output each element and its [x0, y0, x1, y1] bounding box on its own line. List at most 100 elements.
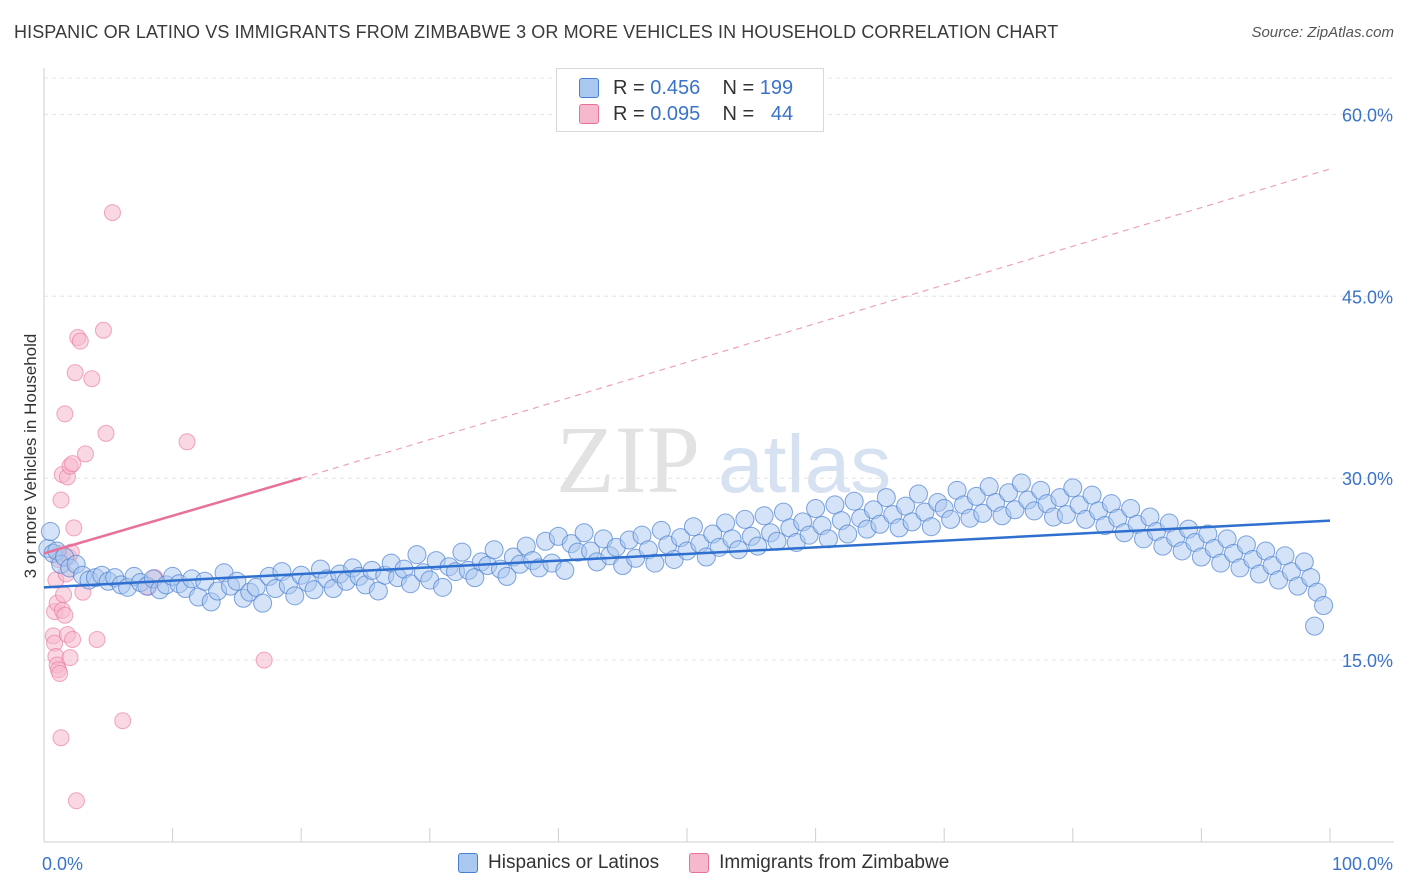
data-point-hispanic	[40, 522, 60, 542]
data-point-hispanic	[799, 525, 819, 545]
x-tick-label-min: 0.0%	[42, 854, 83, 874]
data-point-hispanic	[908, 484, 928, 504]
data-point-zimbabwe	[51, 664, 69, 682]
legend: R = 0.456 N = 199 R = 0.095 N = 44	[556, 68, 824, 132]
data-point-zimbabwe	[61, 649, 79, 667]
trend-lines	[43, 168, 1331, 589]
y-tick-label: 15.0%	[1342, 651, 1393, 671]
data-point-hispanic	[1005, 500, 1025, 520]
bottom-legend: Hispanics or Latinos Immigrants from Zim…	[458, 852, 979, 874]
data-point-zimbabwe	[52, 491, 70, 509]
x-tick-labels: 0.0% 100.0%	[42, 854, 1393, 874]
y-tick-label: 60.0%	[1342, 105, 1393, 125]
bottom-swatch-blue	[458, 853, 478, 873]
data-point-hispanic	[497, 566, 517, 586]
data-point-hispanic	[1211, 553, 1231, 573]
bottom-swatch-pink	[689, 853, 710, 873]
legend-r-value: 0.456	[650, 76, 701, 99]
data-point-hispanic	[870, 514, 890, 534]
data-point-hispanic	[748, 536, 768, 556]
data-point-hispanic	[574, 523, 594, 543]
data-point-zimbabwe	[64, 455, 82, 473]
data-point-zimbabwe	[255, 651, 273, 669]
data-point-hispanic	[767, 531, 787, 551]
data-point-zimbabwe	[52, 729, 70, 747]
data-point-hispanic	[433, 577, 453, 597]
data-point-zimbabwe	[55, 586, 73, 604]
data-point-hispanic	[1056, 505, 1076, 525]
legend-n-label: N =	[722, 76, 755, 99]
data-point-hispanic	[484, 540, 504, 560]
data-point-hispanic	[1314, 596, 1334, 616]
legend-row-hispanic: R = 0.456 N = 199	[579, 76, 793, 100]
data-point-hispanic	[555, 560, 575, 580]
trend-line-zimbabwe	[43, 476, 302, 555]
data-point-hispanic	[754, 506, 774, 526]
data-point-hispanic	[876, 488, 896, 508]
data-point-hispanic	[195, 571, 215, 591]
gridlines	[44, 77, 1394, 661]
data-point-zimbabwe	[114, 712, 132, 730]
bottom-legend-zimbabwe: Immigrants from Zimbabwe	[689, 852, 949, 874]
legend-row-zimbabwe: R = 0.095 N = 44	[579, 102, 793, 126]
y-axis-label: 3 or more Vehicles in Household	[21, 334, 40, 579]
bottom-legend-label: Hispanics or Latinos	[488, 852, 660, 873]
data-point-hispanic	[645, 553, 665, 573]
source-label: Source: ZipAtlas.com	[1251, 24, 1394, 41]
legend-n-value: 44	[770, 102, 794, 125]
legend-n-label: N =	[722, 102, 755, 125]
data-point-hispanic	[999, 483, 1018, 503]
data-point-hispanic	[973, 503, 993, 523]
bottom-legend-label: Immigrants from Zimbabwe	[719, 852, 950, 873]
y-tick-labels: 15.0% 30.0% 45.0% 60.0%	[1342, 105, 1393, 671]
data-point-hispanic	[1305, 616, 1325, 636]
trend-line-hispanic	[43, 519, 1331, 589]
data-point-zimbabwe	[56, 405, 74, 423]
data-point-zimbabwe	[56, 606, 74, 624]
data-point-hispanic	[735, 509, 755, 529]
trend-line-zimbabwe-extension	[301, 168, 1331, 479]
data-point-hispanic	[902, 512, 922, 532]
data-point-zimbabwe	[64, 630, 82, 648]
data-point-hispanic	[941, 509, 961, 529]
y-tick-label: 30.0%	[1342, 469, 1393, 489]
bottom-legend-hispanic: Hispanics or Latinos	[458, 852, 659, 874]
legend-r-label: R =	[613, 76, 645, 99]
data-point-hispanic	[1063, 478, 1083, 498]
data-point-hispanic	[806, 499, 826, 519]
data-point-zimbabwe	[83, 370, 101, 388]
data-point-hispanic	[1050, 488, 1070, 508]
data-point-hispanic	[683, 517, 703, 537]
legend-r-label: R =	[613, 102, 645, 125]
data-point-zimbabwe	[94, 321, 112, 339]
data-point-zimbabwe	[178, 433, 196, 451]
legend-n-value: 199	[759, 76, 794, 99]
data-point-hispanic	[407, 545, 427, 565]
watermark-zip: ZIP	[556, 406, 700, 513]
y-tick-label: 45.0%	[1342, 287, 1393, 307]
data-point-hispanic	[253, 593, 273, 613]
series-zimbabwe-points	[44, 204, 273, 810]
data-point-zimbabwe	[88, 630, 106, 648]
data-point-hispanic	[966, 486, 986, 506]
chart-title: HISPANIC OR LATINO VS IMMIGRANTS FROM ZI…	[14, 22, 1059, 42]
data-point-zimbabwe	[65, 519, 83, 537]
data-point-zimbabwe	[103, 204, 121, 222]
data-point-hispanic	[921, 517, 941, 537]
data-point-zimbabwe	[97, 424, 115, 442]
data-point-zimbabwe	[67, 792, 85, 810]
data-point-hispanic	[1011, 473, 1031, 493]
data-point-hispanic	[304, 580, 324, 600]
data-point-zimbabwe	[76, 445, 94, 463]
legend-swatch-pink	[579, 104, 599, 124]
data-point-hispanic	[838, 524, 858, 544]
data-point-hispanic	[285, 586, 305, 606]
data-point-hispanic	[844, 491, 864, 511]
data-point-hispanic	[452, 542, 472, 562]
watermark-atlas: atlas	[718, 419, 891, 510]
data-point-hispanic	[401, 574, 421, 594]
legend-r-value: 0.095	[650, 102, 701, 125]
data-point-zimbabwe	[66, 364, 84, 382]
data-point-zimbabwe	[71, 332, 89, 350]
